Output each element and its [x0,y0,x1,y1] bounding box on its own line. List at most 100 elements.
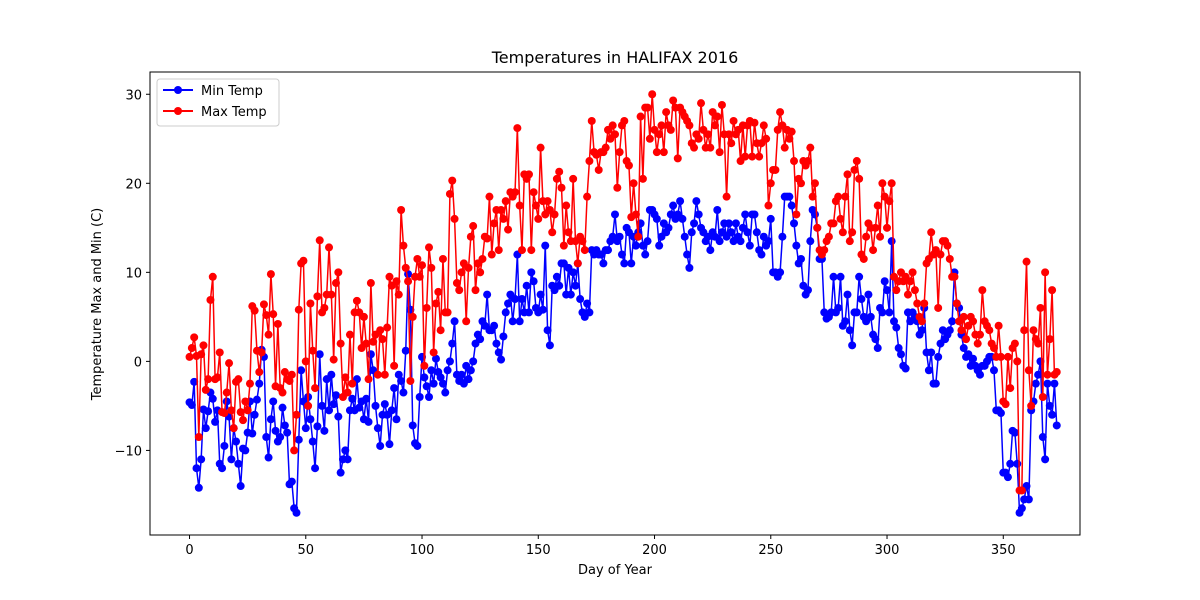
data-point [745,241,754,250]
data-point [669,96,678,105]
data-point [871,335,880,344]
data-point [869,246,878,255]
data-point [617,250,626,259]
data-point [857,295,866,304]
data-point [959,312,968,321]
data-point [655,130,664,139]
data-point [392,277,401,286]
data-point [578,237,587,246]
data-point [315,236,324,245]
data-point [685,121,694,130]
data-point [936,250,945,259]
data-point [222,388,231,397]
data-point [308,346,317,355]
data-point [352,296,361,305]
data-point [341,446,350,455]
data-point [766,214,775,223]
data-point [524,170,533,179]
data-point [397,206,406,215]
data-point [487,250,496,259]
data-point [278,403,287,412]
data-point [234,459,243,468]
data-point [843,170,852,179]
data-point [543,197,552,206]
data-point [297,366,306,375]
data-point [552,174,561,183]
data-point [483,234,492,243]
data-point [315,350,324,359]
data-point [436,373,445,382]
data-point [855,174,864,183]
data-point [443,308,452,317]
data-point [557,183,566,192]
data-point [413,441,422,450]
data-point [850,165,859,174]
data-point [497,206,506,215]
data-point [545,341,554,350]
data-point [931,379,940,388]
data-point [901,364,910,373]
data-point [241,446,250,455]
data-point [713,206,722,215]
data-point [518,246,526,255]
data-point [836,272,845,281]
data-point [366,350,375,359]
chart-title: Temperatures in HALIFAX 2016 [491,48,739,67]
data-point [927,228,936,237]
y-tick-label: 0 [134,355,142,370]
data-point [829,272,838,281]
legend-label-min: Min Temp [201,84,263,99]
data-point [569,268,578,277]
data-point [466,232,475,241]
data-point [213,373,222,382]
x-axis-label: Day of Year [578,563,653,578]
data-point [985,326,994,335]
data-point [373,370,382,379]
data-point [250,410,259,419]
data-point [408,421,417,430]
data-point [973,339,982,348]
data-point [748,152,757,161]
data-point [511,295,520,304]
data-point [448,339,457,348]
data-point [787,127,796,136]
data-point [762,134,771,143]
data-point [413,254,422,263]
data-point [494,348,503,357]
data-point [996,352,1005,361]
data-point [329,355,338,364]
data-point [715,148,724,157]
data-point [843,290,852,299]
data-point [638,174,647,183]
data-point [687,228,696,237]
data-point [878,179,887,188]
data-point [383,323,392,332]
data-point [232,437,241,446]
data-point [348,394,357,403]
data-point [790,157,799,166]
data-point [299,256,308,265]
data-point [211,417,220,426]
data-point [876,232,885,241]
data-point [325,243,334,252]
data-point [717,100,726,109]
data-point [780,143,789,152]
y-tick-label: 20 [125,177,142,192]
data-point [585,308,594,317]
data-point [1020,326,1029,335]
data-point [190,333,199,342]
data-point [280,421,289,430]
data-point [634,232,643,241]
data-point [564,228,573,237]
data-point [380,370,389,379]
data-point [969,354,978,363]
data-point [885,308,894,317]
data-point [397,376,406,385]
data-point [192,464,201,473]
data-point [404,277,413,286]
data-point [750,210,759,219]
data-point [341,373,350,382]
data-point [292,508,301,517]
data-point [497,355,506,364]
data-point [690,219,699,228]
